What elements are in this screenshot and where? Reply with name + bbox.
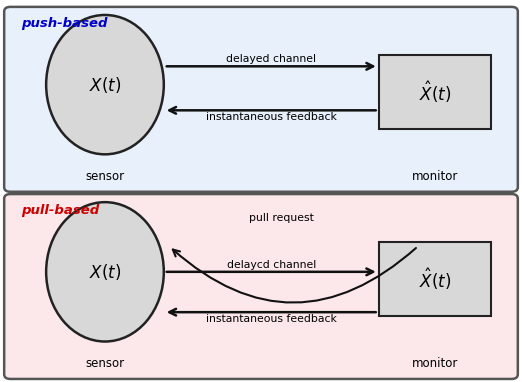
Text: sensor: sensor [86,357,125,370]
Text: monitor: monitor [412,170,458,183]
Text: $X(t)$: $X(t)$ [89,74,121,95]
Text: $\hat{X}(t)$: $\hat{X}(t)$ [419,266,451,292]
Ellipse shape [46,202,164,342]
Text: pull-based: pull-based [21,204,99,217]
Text: instantaneous feedback: instantaneous feedback [206,112,337,122]
Text: sensor: sensor [86,170,125,183]
Text: pull request: pull request [249,213,314,223]
Text: instantaneous feedback: instantaneous feedback [206,314,337,324]
Ellipse shape [46,15,164,154]
FancyBboxPatch shape [378,55,491,129]
Text: delaycd channel: delaycd channel [227,260,316,270]
Text: push-based: push-based [21,17,108,30]
FancyBboxPatch shape [4,7,518,192]
Text: monitor: monitor [412,357,458,370]
Text: delayed channel: delayed channel [226,54,316,65]
Text: $X(t)$: $X(t)$ [89,262,121,282]
Text: $\hat{X}(t)$: $\hat{X}(t)$ [419,79,451,105]
FancyBboxPatch shape [378,243,491,316]
FancyBboxPatch shape [4,194,518,379]
